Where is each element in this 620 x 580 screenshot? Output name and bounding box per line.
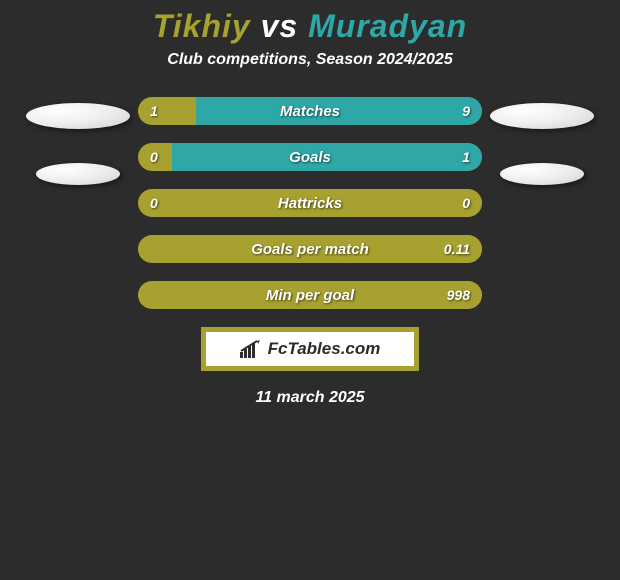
comparison-widget: Tikhiy vs Muradyan Club competitions, Se… xyxy=(0,0,620,407)
bar-label: Goals per match xyxy=(138,235,482,263)
bar-label: Hattricks xyxy=(138,189,482,217)
bar-label: Min per goal xyxy=(138,281,482,309)
stat-bar: 01Goals xyxy=(138,143,482,171)
player1-name: Tikhiy xyxy=(153,8,251,44)
player2-emblem-2 xyxy=(500,163,584,185)
player2-name: Muradyan xyxy=(308,8,467,44)
brand-text: FcTables.com xyxy=(268,339,381,359)
bars-icon xyxy=(240,340,262,358)
player1-emblem-2 xyxy=(36,163,120,185)
bar-label: Goals xyxy=(138,143,482,171)
vs-separator: vs xyxy=(261,8,299,44)
player2-emblem-1 xyxy=(490,103,594,129)
left-emblem-column xyxy=(18,97,138,185)
chart-area: 19Matches 01Goals 00Hattricks 0.11Goals per… xyxy=(0,97,620,309)
stat-bar: 0.11Goals per match xyxy=(138,235,482,263)
comparison-bars: 19Matches 01Goals 00Hattricks 0.11Goals per… xyxy=(138,97,482,309)
date-line: 11 march 2025 xyxy=(0,389,620,407)
subtitle: Club competitions, Season 2024/2025 xyxy=(0,51,620,69)
right-emblem-column xyxy=(482,97,602,185)
bar-label: Matches xyxy=(138,97,482,125)
brand-box: FcTables.com xyxy=(201,327,419,371)
stat-bar: 998Min per goal xyxy=(138,281,482,309)
stat-bar: 19Matches xyxy=(138,97,482,125)
page-title: Tikhiy vs Muradyan xyxy=(0,8,620,45)
player1-emblem-1 xyxy=(26,103,130,129)
stat-bar: 00Hattricks xyxy=(138,189,482,217)
